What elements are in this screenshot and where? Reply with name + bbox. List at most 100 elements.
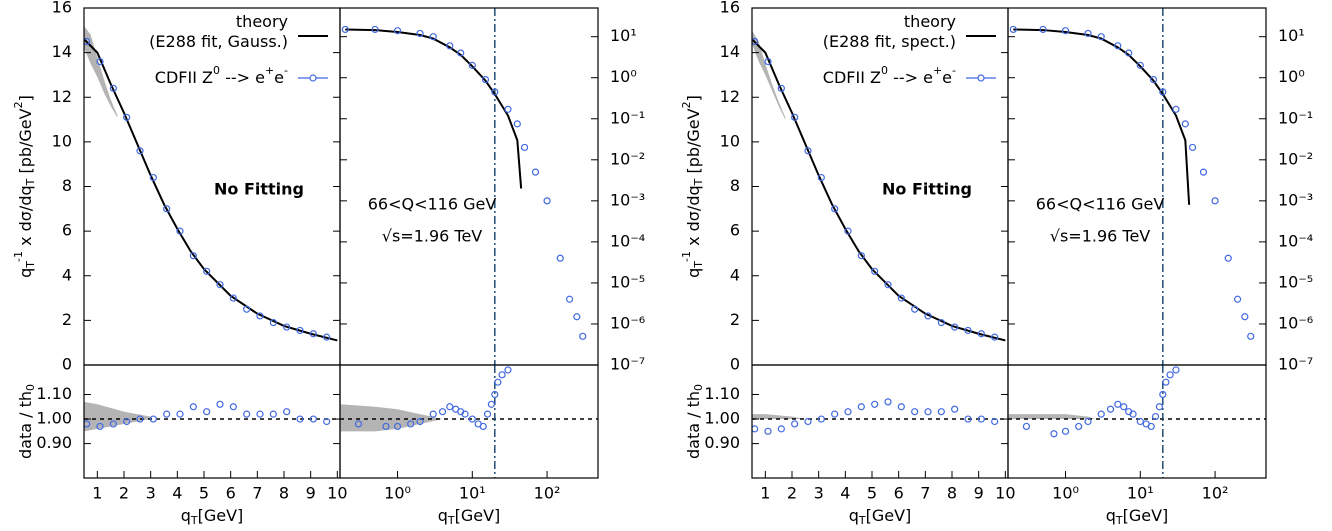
data-point xyxy=(309,415,317,423)
text-part: [GeV] xyxy=(1123,506,1169,525)
data-point xyxy=(764,57,772,66)
data-point xyxy=(884,398,892,406)
data-point xyxy=(136,147,144,155)
text-part: + xyxy=(265,64,274,77)
plot-frame xyxy=(1007,7,1267,366)
x-tick-label: 3 xyxy=(146,484,156,503)
text-part: q xyxy=(181,506,191,525)
y-tick-label: 16 xyxy=(52,0,72,17)
data-point xyxy=(243,410,251,418)
text-part: e xyxy=(942,68,952,87)
y-tick-label: 14 xyxy=(52,42,72,61)
data-point xyxy=(84,420,91,428)
text-part: [GeV] xyxy=(455,506,501,525)
text-part: - xyxy=(284,64,288,77)
uncertainty-band xyxy=(340,404,443,432)
data-point xyxy=(136,415,144,423)
y-tick-label: 10⁻⁵ xyxy=(610,272,645,291)
y-tick-label: 16 xyxy=(720,0,740,17)
y-tick-label: 10⁻⁴ xyxy=(1278,231,1313,250)
y-tick-label: 1.10 xyxy=(36,384,72,403)
x-tick-label: 8 xyxy=(279,484,289,503)
data-point xyxy=(341,25,349,34)
data-point xyxy=(163,205,171,213)
text-part: CDFII Z xyxy=(823,68,881,87)
text-part: 2 xyxy=(680,101,693,108)
data-point xyxy=(498,371,506,379)
data-point xyxy=(871,400,879,408)
data-point xyxy=(565,295,574,303)
y-tick-label: 10⁻⁷ xyxy=(610,355,645,374)
data-point xyxy=(468,415,476,423)
data-point xyxy=(911,305,919,313)
data-point xyxy=(513,120,521,128)
data-point xyxy=(937,319,945,327)
text-part: -1 xyxy=(12,251,25,262)
x-axis-label: qT[GeV] xyxy=(849,506,912,528)
data-point xyxy=(1084,417,1092,426)
data-point xyxy=(1159,390,1167,399)
text-part: q xyxy=(438,506,448,525)
y-axis-label: data / th0 xyxy=(16,384,38,459)
data-point xyxy=(468,61,476,69)
data-point xyxy=(461,410,469,418)
x-tick-label: 8 xyxy=(947,484,957,503)
legend-marker xyxy=(309,74,317,82)
data-point xyxy=(991,333,999,341)
data-point xyxy=(1120,403,1128,411)
y-tick-label: 10⁻⁷ xyxy=(1278,355,1313,374)
y-tick-label: 0 xyxy=(62,355,72,374)
text-part: 0 xyxy=(24,384,37,391)
text-part: - xyxy=(952,64,956,77)
text-part: 0 xyxy=(881,64,888,77)
data-point xyxy=(371,25,379,34)
x-tick-label: 5 xyxy=(867,484,877,503)
data-point xyxy=(817,173,825,182)
data-point xyxy=(283,408,291,416)
x-tick-label: 7 xyxy=(920,484,930,503)
data-point xyxy=(189,252,197,260)
y-tick-label: 6 xyxy=(730,221,740,240)
data-point xyxy=(446,403,454,411)
x-tick-label: 2 xyxy=(787,484,797,503)
data-point xyxy=(354,420,363,428)
text-part: T xyxy=(1115,514,1123,527)
data-point xyxy=(977,330,985,338)
data-point xyxy=(1061,27,1070,35)
data-point xyxy=(1050,430,1058,438)
data-point xyxy=(817,415,825,423)
data-point xyxy=(1106,405,1115,413)
text-part: + xyxy=(933,64,942,77)
data-point xyxy=(429,33,437,41)
theory-curve xyxy=(1013,28,1191,205)
data-point xyxy=(951,405,959,413)
text-part: x dσ/dq xyxy=(16,185,35,251)
data-point xyxy=(149,173,157,182)
text-part: e xyxy=(274,68,284,87)
data-point xyxy=(216,400,224,408)
y-axis-label: data / th0 xyxy=(684,384,706,459)
data-point xyxy=(479,422,487,431)
y-tick-label: 10⁻³ xyxy=(1278,190,1313,209)
data-point xyxy=(483,410,492,418)
x-tick-label: 10⁰ xyxy=(384,484,411,503)
data-point xyxy=(1247,332,1255,340)
x-axis-label: qT[GeV] xyxy=(438,506,501,528)
data-point xyxy=(804,147,812,155)
y-tick-label: 10 xyxy=(52,131,72,150)
y-tick-label: 0.90 xyxy=(36,433,72,452)
data-point xyxy=(1172,366,1180,374)
x-tick-label: 10 xyxy=(327,484,347,503)
data-point xyxy=(1061,427,1070,435)
data-point xyxy=(1233,295,1242,303)
data-point xyxy=(491,88,499,96)
data-point xyxy=(481,76,490,84)
x-tick-label: 10 xyxy=(995,484,1015,503)
y-tick-label: 4 xyxy=(62,265,72,284)
text-part: [GeV] xyxy=(198,506,244,525)
x-tick-label: 2 xyxy=(119,484,129,503)
x-tick-label: 10¹ xyxy=(459,484,486,503)
text-part: -1 xyxy=(680,251,693,262)
y-tick-label: 1.00 xyxy=(36,409,72,428)
